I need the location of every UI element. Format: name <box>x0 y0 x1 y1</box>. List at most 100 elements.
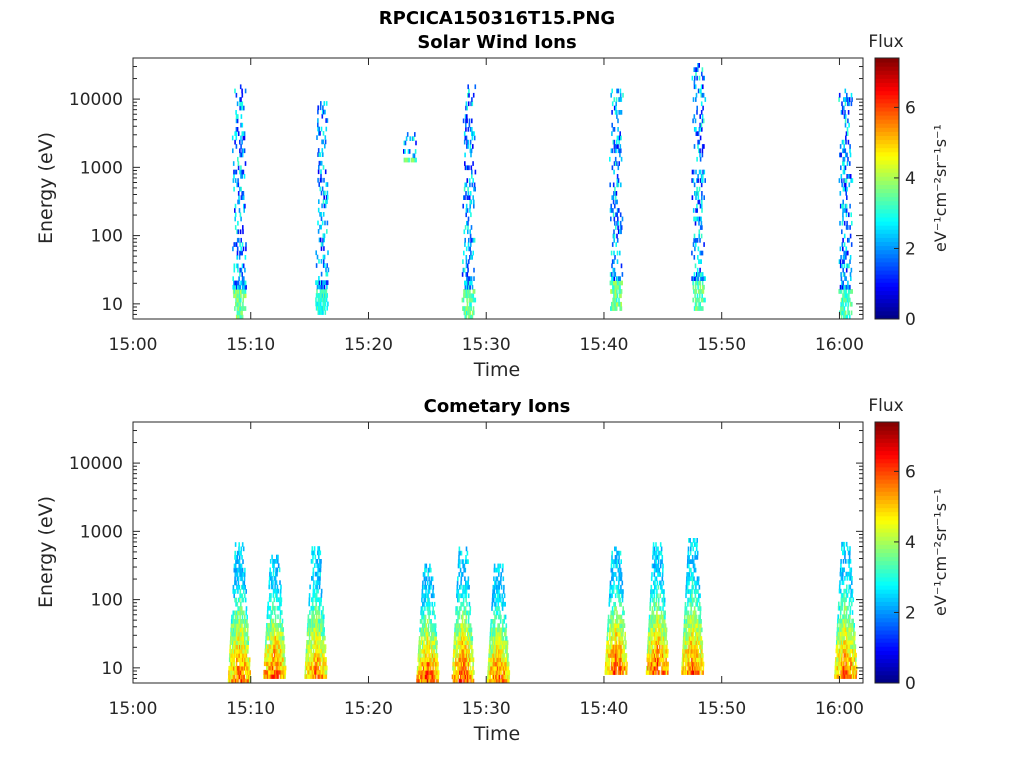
spectrogram-cell <box>470 674 473 680</box>
spectrogram-cell <box>239 610 242 616</box>
spectrogram-cell <box>502 665 505 671</box>
spectrogram-cell <box>241 678 244 684</box>
spectrogram-cell <box>692 636 694 641</box>
spectrogram-cell <box>699 225 702 230</box>
spectrogram-cell <box>420 653 422 658</box>
colorbar-segment <box>875 98 899 104</box>
spectrogram-cell <box>845 212 848 218</box>
spectrogram-cell <box>318 657 320 662</box>
spectrogram-cell <box>692 280 694 286</box>
spectrogram-cell <box>457 589 460 594</box>
y-tick-label: 10000 <box>69 454 123 474</box>
spectrogram-cell <box>468 259 470 264</box>
axes-frame-cometary <box>132 421 864 684</box>
spectrogram-cell <box>248 674 250 680</box>
spectrogram-cell <box>666 640 668 645</box>
spectrogram-cell <box>507 665 510 671</box>
spectrogram-cell <box>284 674 286 679</box>
spectrogram-cell <box>418 648 420 654</box>
spectrogram-cell <box>426 631 428 637</box>
spectrogram-cell <box>505 665 507 671</box>
spectrogram-cell <box>834 665 837 671</box>
spectrogram-cell <box>316 576 319 581</box>
spectrogram-cell <box>659 648 662 654</box>
spectrogram-cell <box>699 293 701 299</box>
spectrogram-cell <box>610 644 613 650</box>
spectrogram-cell <box>622 623 625 628</box>
spectrogram-cell <box>849 648 852 654</box>
spectrogram-cell <box>234 542 237 547</box>
spectrogram-cell <box>700 636 703 641</box>
spectrogram-cell <box>503 670 506 675</box>
spectrogram-cell <box>319 305 321 311</box>
spectrogram-cell <box>847 310 849 316</box>
spectrogram-cell <box>425 636 428 641</box>
spectrogram-cell <box>500 597 502 603</box>
spectrogram-cell <box>612 648 615 654</box>
spectrogram-cell <box>839 259 842 264</box>
spectrogram-cell <box>653 653 656 658</box>
spectrogram-cell <box>504 627 506 633</box>
spectrogram-cell <box>848 657 850 662</box>
spectrogram-cell <box>275 661 278 667</box>
spectrogram-cell <box>690 648 693 654</box>
spectrogram-cell <box>472 92 475 98</box>
spectrogram-cell <box>615 97 618 102</box>
spectrogram-cell <box>307 657 310 662</box>
spectrogram-cell <box>608 665 610 671</box>
spectrogram-cell <box>842 627 845 632</box>
spectrogram-cell <box>317 177 319 183</box>
spectrogram-cell <box>691 602 694 607</box>
spectrogram-cell <box>236 648 238 654</box>
colorbar-segment <box>875 204 899 210</box>
spectrogram-cell <box>322 233 325 239</box>
colorbar-segment <box>875 503 899 509</box>
spectrogram-cell <box>418 657 421 663</box>
spectrogram-cell <box>847 101 849 107</box>
spectrogram-cell <box>694 246 696 252</box>
spectrogram-cell <box>427 665 430 671</box>
spectrogram-cell <box>437 661 439 667</box>
spectrogram-cell <box>611 263 613 269</box>
colorbar-segment <box>875 155 899 161</box>
spectrogram-cell <box>695 602 697 607</box>
spectrogram-cell <box>684 610 686 616</box>
spectrogram-cell <box>468 280 471 286</box>
spectrogram-cell <box>702 665 705 671</box>
spectrogram-cell <box>625 657 627 663</box>
colorbar-segment <box>875 62 899 67</box>
spectrogram-cell <box>493 627 496 633</box>
spectrogram-cell <box>427 631 429 637</box>
spectrogram-cell <box>432 661 435 667</box>
spectrogram-cell <box>472 237 475 243</box>
spectrogram-cell <box>240 314 243 320</box>
spectrogram-cell <box>315 593 318 598</box>
spectrogram-cell <box>699 203 702 209</box>
spectrogram-cell <box>242 597 245 603</box>
spectrogram-cell <box>493 661 496 667</box>
spectrogram-cell <box>845 284 848 290</box>
spectrogram-cell <box>843 105 845 111</box>
spectrogram-cell <box>852 623 854 628</box>
spectrogram-cell <box>658 550 660 556</box>
spectrogram-cell <box>608 670 610 675</box>
spectrogram-cell <box>837 627 840 632</box>
spectrogram-cell <box>281 644 283 649</box>
spectrogram-cell <box>836 631 838 637</box>
spectrogram-cell <box>467 623 469 628</box>
spectrogram-cell <box>684 657 686 663</box>
spectrogram-cell <box>505 661 508 667</box>
spectrogram-cell <box>842 161 844 166</box>
spectrogram-cell <box>319 310 322 315</box>
spectrogram-cell <box>453 670 455 675</box>
spectrogram-cell <box>238 276 240 281</box>
spectrogram-cell <box>697 589 699 594</box>
spectrogram-cell <box>457 674 460 680</box>
spectrogram-cell <box>318 567 321 573</box>
spectrogram-cell <box>239 653 242 658</box>
spectrogram-cell <box>467 92 469 98</box>
spectrogram-cell <box>469 314 471 320</box>
spectrogram-cell <box>617 144 619 149</box>
spectrogram-cell <box>307 644 309 649</box>
spectrogram-cell <box>692 276 695 281</box>
